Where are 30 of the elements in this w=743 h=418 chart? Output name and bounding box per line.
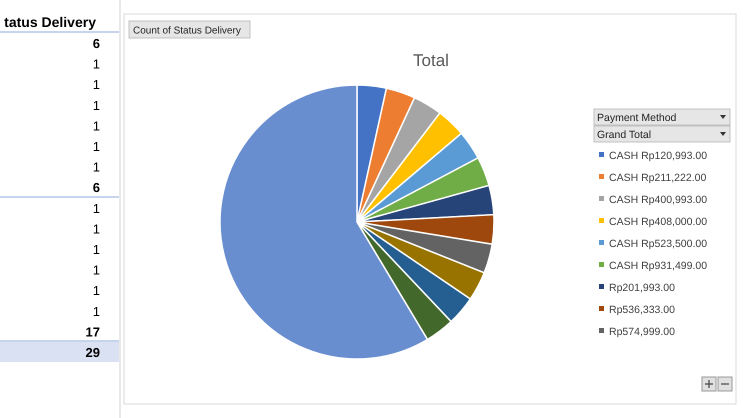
chart-title: Total [413, 51, 449, 70]
text: 1 [92, 118, 100, 134]
text: 1 [92, 242, 100, 257]
legend-label: Rp536,333.00 [609, 304, 676, 316]
legend-label: CASH Rp523,500.00 [609, 238, 708, 250]
text: 1 [92, 304, 100, 319]
legend-label: CASH Rp931,499.00 [609, 260, 708, 272]
text: 29 [86, 345, 100, 360]
text: 6 [92, 36, 100, 51]
legend-label: CASH Rp408,000.00 [609, 216, 708, 228]
legend-label: Rp574,999.00 [609, 326, 676, 338]
legend-label: Rp201,993.00 [609, 282, 676, 294]
text: 1 [92, 283, 100, 298]
text: 17 [86, 324, 100, 340]
text: 1 [92, 262, 100, 278]
legend-label: CASH Rp120,993.00 [609, 150, 708, 162]
text: 1 [92, 160, 100, 175]
text: 1 [92, 221, 100, 236]
text: 1 [92, 98, 100, 113]
legend-label: CASH Rp211,222.00 [609, 172, 706, 184]
text: Count of Status Delivery [133, 26, 241, 36]
text: 1 [92, 200, 100, 216]
text: Grand Total [597, 129, 652, 141]
text: 1 [92, 56, 100, 72]
text: 6 [92, 180, 100, 196]
legend-title: Payment Method [597, 112, 677, 124]
text: tatus Delivery [4, 14, 96, 30]
text: 1 [92, 139, 100, 154]
legend-label: CASH Rp400,993.00 [609, 194, 708, 206]
text: 1 [92, 77, 100, 92]
